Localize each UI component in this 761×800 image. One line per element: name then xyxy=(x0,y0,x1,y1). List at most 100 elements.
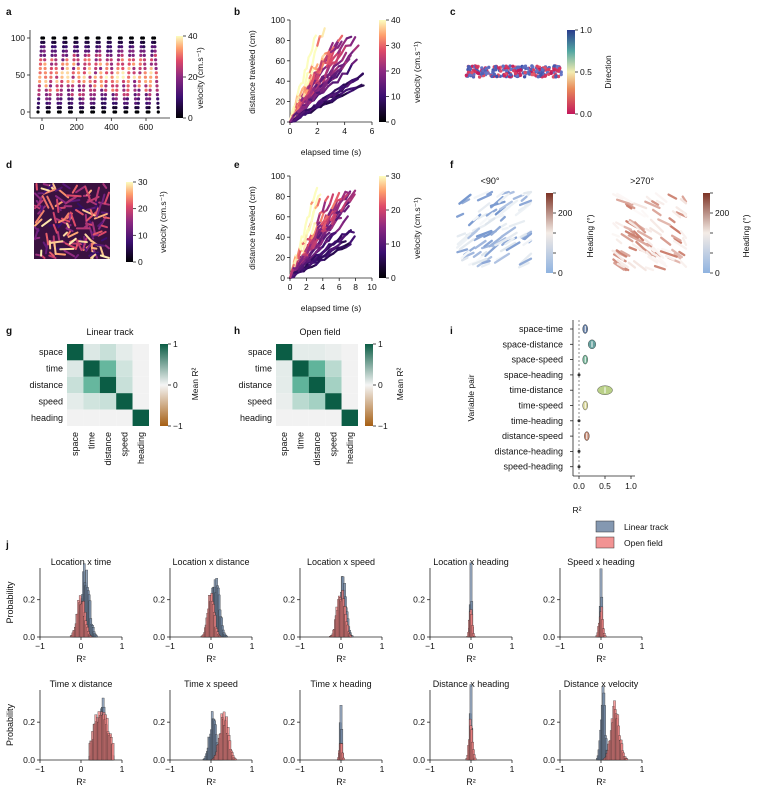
x-tick-label: 0 xyxy=(469,641,474,651)
trajectory-segment xyxy=(323,63,331,78)
trajectory-point xyxy=(66,75,70,79)
heatmap-cell xyxy=(276,344,293,361)
trajectory-segment xyxy=(455,212,465,218)
trajectory-point xyxy=(133,97,138,101)
trajectory-segment xyxy=(54,195,67,204)
trajectory-point xyxy=(145,101,149,105)
open-field-arena xyxy=(34,183,110,259)
x-tick-label: 10 xyxy=(367,282,377,292)
trajectory-point xyxy=(58,106,63,110)
velocity-colorbar-ticks: 0 20 40 xyxy=(183,31,198,123)
trajectory-point xyxy=(111,101,116,105)
trajectory-segment xyxy=(653,264,666,271)
trajectory-point xyxy=(76,66,80,71)
trajectory-segment xyxy=(480,250,488,257)
trajectory-point xyxy=(69,110,73,114)
trajectory-segment xyxy=(623,225,633,231)
heading-trajectory-above-270 xyxy=(611,192,688,272)
trajectory-point xyxy=(138,66,142,71)
y-tick-label: 0.2 xyxy=(153,717,165,727)
trajectory-segment xyxy=(97,221,104,227)
trajectory-point xyxy=(89,93,93,97)
heatmap-cell xyxy=(83,344,100,361)
row-label: distance xyxy=(29,380,63,390)
trajectory-point xyxy=(154,71,158,75)
trajectory-point xyxy=(71,71,75,75)
trajectory-segment xyxy=(83,223,90,229)
trajectory-point xyxy=(72,53,76,58)
trajectory-point xyxy=(131,45,135,49)
trajectory-point xyxy=(72,58,76,62)
trajectory-segment xyxy=(338,220,345,230)
colorbar-label: Mean R² xyxy=(395,368,405,401)
trajectory-point xyxy=(143,75,147,79)
trajectory-point xyxy=(552,68,556,72)
trajectory-segment xyxy=(479,212,495,226)
category-label: time-distance xyxy=(509,385,563,395)
trajectory-point xyxy=(142,58,147,62)
trajectory-segment xyxy=(472,215,479,222)
open-field-bar xyxy=(473,635,476,638)
trajectory-point xyxy=(81,93,85,97)
trajectory-point xyxy=(149,66,153,71)
trajectory-segment xyxy=(624,230,640,239)
trajectory-segment xyxy=(654,192,668,203)
trajectory-point xyxy=(105,66,109,71)
trajectory-point xyxy=(45,97,49,101)
trajectory-segment xyxy=(41,218,52,227)
trajectory-point xyxy=(110,75,114,79)
trajectory-segment xyxy=(332,65,340,73)
trajectory-segment xyxy=(325,58,332,68)
trajectory-point xyxy=(38,75,42,79)
y-axis-label: distance traveled (cm) xyxy=(247,30,257,114)
trajectory-segment xyxy=(335,69,342,79)
trajectory-segment xyxy=(681,237,688,247)
trajectory-point xyxy=(142,49,146,53)
trajectory-segment xyxy=(523,190,533,195)
trajectory-point xyxy=(37,97,41,101)
histogram-subplot: Location x time −1 0 1 0.0 0.2 Probability R² xyxy=(5,557,125,664)
panel-a-y-ticks: 0 50 100 xyxy=(11,33,30,117)
trajectory-segment xyxy=(310,91,317,100)
trajectory-segment xyxy=(356,72,364,80)
column-label: distance xyxy=(103,432,113,466)
heatmap-cell xyxy=(325,376,342,394)
trajectory-point xyxy=(71,84,75,88)
trajectory-point xyxy=(139,49,143,53)
colorbar-label: Direction xyxy=(603,55,613,89)
y-axis-label: distance traveled (cm) xyxy=(247,186,257,270)
trajectory-segment xyxy=(316,212,321,225)
heatmap-cells xyxy=(276,344,358,426)
trajectory-segment xyxy=(346,79,354,88)
y-tick-label: 0.0 xyxy=(413,632,425,642)
subplot-title: Location x distance xyxy=(172,557,249,567)
trajectory-point xyxy=(75,40,79,45)
histogram-subplot: Speed x heading −1 0 1 0.0 0.2 R² xyxy=(543,557,644,664)
trajectory-segment xyxy=(655,199,665,206)
x-tick-label: 6 xyxy=(370,126,375,136)
trajectory-point xyxy=(36,110,40,114)
trajectory-segment xyxy=(303,72,309,88)
trajectory-segment xyxy=(615,198,634,206)
trajectory-segment xyxy=(321,199,327,213)
trajectory-segment xyxy=(484,243,499,258)
heatmap-cell xyxy=(292,409,309,426)
trajectory-segment xyxy=(612,222,620,230)
colorbar-label: velocity (cm.s⁻¹) xyxy=(412,41,422,103)
trajectory-point xyxy=(153,49,157,53)
trajectory-point xyxy=(120,58,124,62)
trajectory-segment xyxy=(323,55,328,63)
trajectory-point xyxy=(523,70,527,75)
panel-e-x-ticks: 0 2 4 6 8 10 xyxy=(288,278,377,292)
column-label: space xyxy=(70,432,80,456)
trajectory-segment xyxy=(350,58,358,66)
trajectory-point xyxy=(99,79,103,84)
x-tick-label: 0.0 xyxy=(573,481,585,491)
heatmap-cell xyxy=(325,344,342,361)
trajectory-segment xyxy=(335,86,344,96)
trajectory-segment xyxy=(615,238,623,245)
open-field-bar xyxy=(218,635,222,638)
trajectory-point xyxy=(103,97,107,101)
